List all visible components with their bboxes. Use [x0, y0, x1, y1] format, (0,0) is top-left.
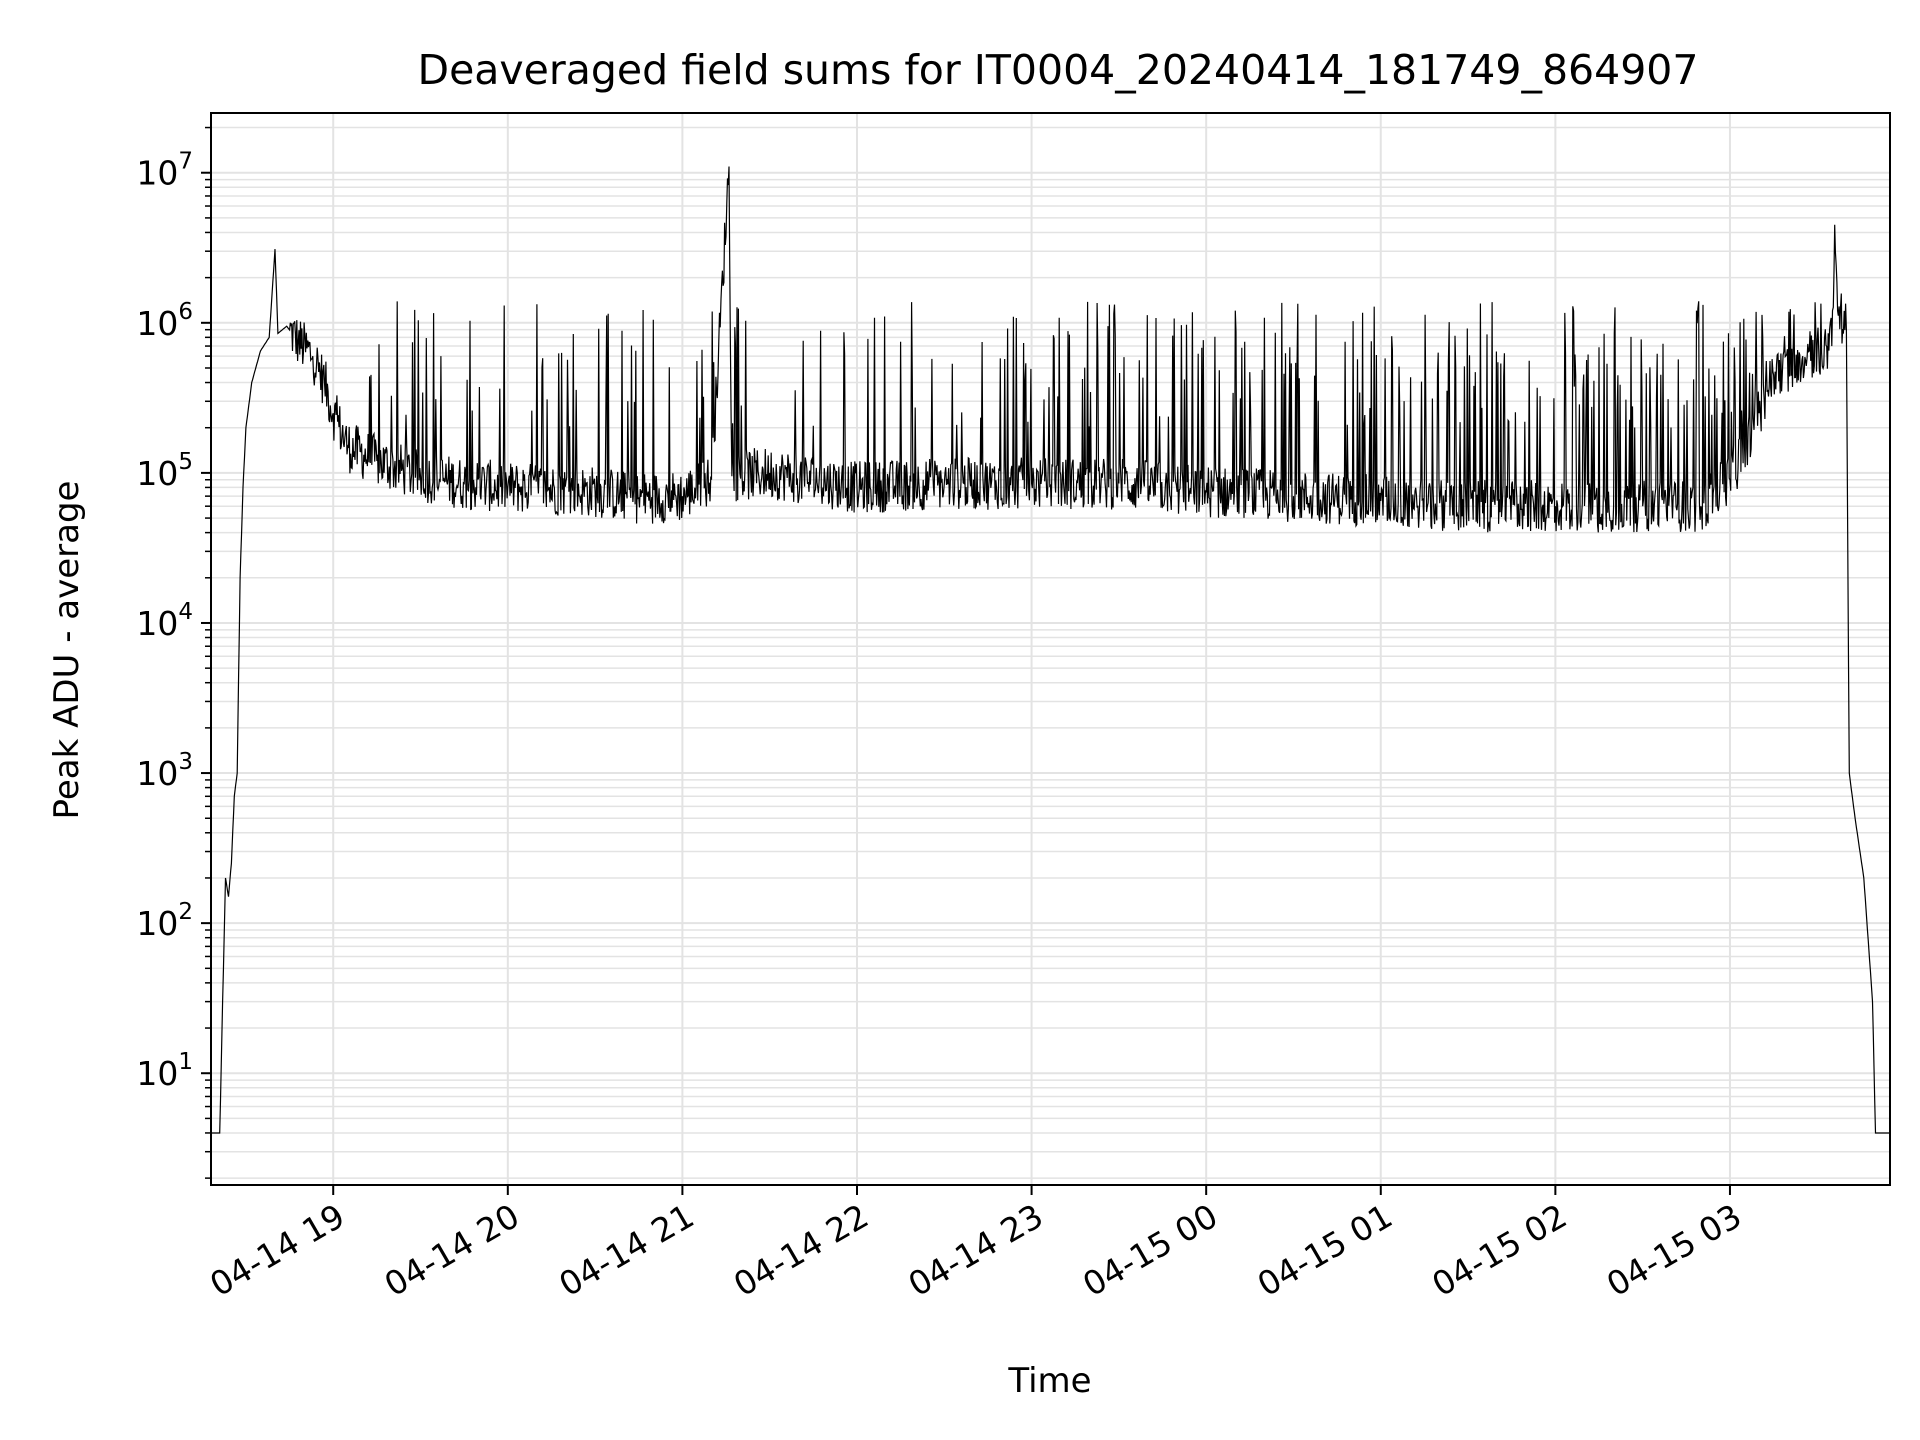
chart-title: Deaveraged field sums for IT0004_2024041…: [418, 46, 1699, 94]
y-tick-label: 107: [136, 149, 193, 193]
y-tick-label: 106: [136, 299, 193, 343]
series-group: [211, 166, 1890, 1134]
y-tick-label: 103: [136, 749, 193, 793]
y-tick-label: 102: [136, 899, 193, 943]
series-line: [211, 166, 1890, 1134]
plot-frame: [210, 112, 1891, 1186]
y-tick-label: 105: [136, 449, 193, 493]
y-tick-label: 101: [136, 1049, 193, 1093]
y-axis: 101 102 103 104 105 106 107: [136, 126, 211, 1179]
y-axis-label: Peak ADU - average: [47, 481, 87, 820]
x-axis-label: Time: [1007, 1361, 1091, 1401]
y-tick-label: 104: [136, 599, 193, 643]
